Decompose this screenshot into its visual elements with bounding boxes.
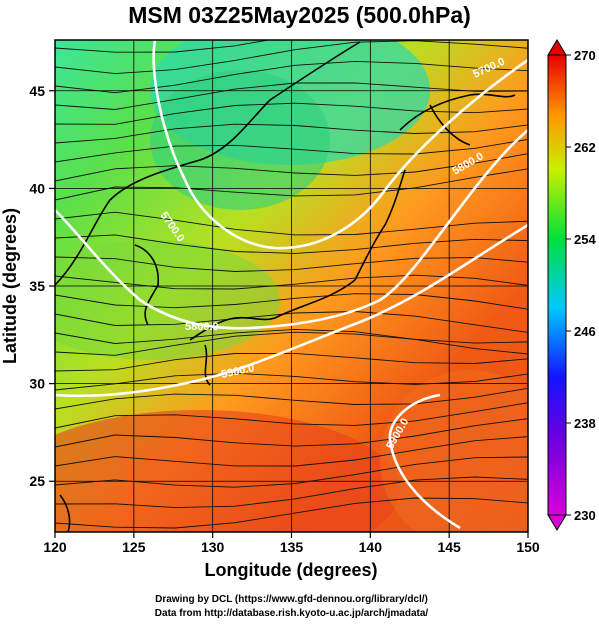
streamline (55, 168, 528, 201)
colorbar-tick-label: 254 (574, 232, 596, 247)
y-tick-label: 45 (29, 83, 45, 99)
streamline (55, 476, 528, 509)
y-tick-label: 25 (29, 473, 45, 489)
streamline (55, 328, 528, 355)
streamline (55, 40, 272, 53)
contour-5900-south (388, 393, 461, 530)
y-axis-label: Latitude (degrees) (0, 208, 20, 364)
colorbar-tick-label: 270 (574, 48, 596, 63)
colorbar-scale (547, 54, 567, 516)
x-tick-label: 130 (201, 539, 225, 555)
streamline (55, 123, 528, 144)
map-title: MSM 03Z25May2025 (500.0hPa) (128, 2, 471, 28)
colorbar-tick-label: 230 (574, 508, 596, 523)
y-tick-label: 30 (29, 376, 45, 392)
streamline (55, 352, 528, 372)
x-axis-label: Longitude (degrees) (204, 560, 377, 580)
x-tick-label: 150 (516, 539, 540, 555)
x-tick-label: 135 (280, 539, 304, 555)
credit-drawing: Drawing by DCL (https://www.gfd-dennou.o… (155, 594, 428, 605)
y-tick-label: 35 (29, 278, 45, 294)
x-tick-label: 145 (437, 539, 461, 555)
contour-5700 (152, 40, 528, 250)
streamline (55, 402, 528, 429)
streamline (55, 274, 528, 290)
x-tick-label: 140 (359, 539, 383, 555)
streamline (55, 293, 528, 310)
y-axis-ticks: 25 30 35 40 45 (29, 83, 55, 489)
streamline (55, 311, 528, 333)
colorbar-max-arrow (547, 39, 567, 56)
contour-5800 (55, 129, 528, 330)
streamline (55, 372, 528, 391)
streamline (55, 418, 528, 448)
streamline (55, 153, 528, 182)
streamline (55, 234, 528, 254)
coastlines (55, 41, 516, 532)
streamline (55, 102, 528, 125)
colorbar: 230 238 246 254 262 270 (547, 39, 596, 531)
colorbar-tick-label: 238 (574, 416, 596, 431)
wind-streamlines (55, 40, 528, 529)
x-tick-label: 120 (43, 539, 67, 555)
streamline (55, 256, 528, 272)
x-axis-ticks: 120 125 130 135 140 145 150 (43, 532, 540, 555)
contour-5900 (55, 223, 528, 398)
streamline (55, 40, 528, 75)
x-tick-label: 125 (122, 539, 146, 555)
credit-data: Data from http://database.rish.kyoto-u.a… (154, 608, 429, 619)
height-contours (55, 40, 528, 530)
streamline (55, 138, 528, 163)
streamline (55, 211, 528, 236)
streamline (55, 331, 528, 356)
colorbar-tick-label: 246 (574, 324, 596, 339)
streamline (55, 497, 528, 529)
streamline (55, 60, 528, 94)
colorbar-min-arrow (547, 514, 567, 531)
streamline (55, 436, 528, 467)
streamline (55, 387, 528, 410)
contour-label-5800: 5800.0 (185, 321, 219, 333)
y-tick-label: 40 (29, 180, 45, 196)
colorbar-tick-label: 262 (574, 140, 596, 155)
